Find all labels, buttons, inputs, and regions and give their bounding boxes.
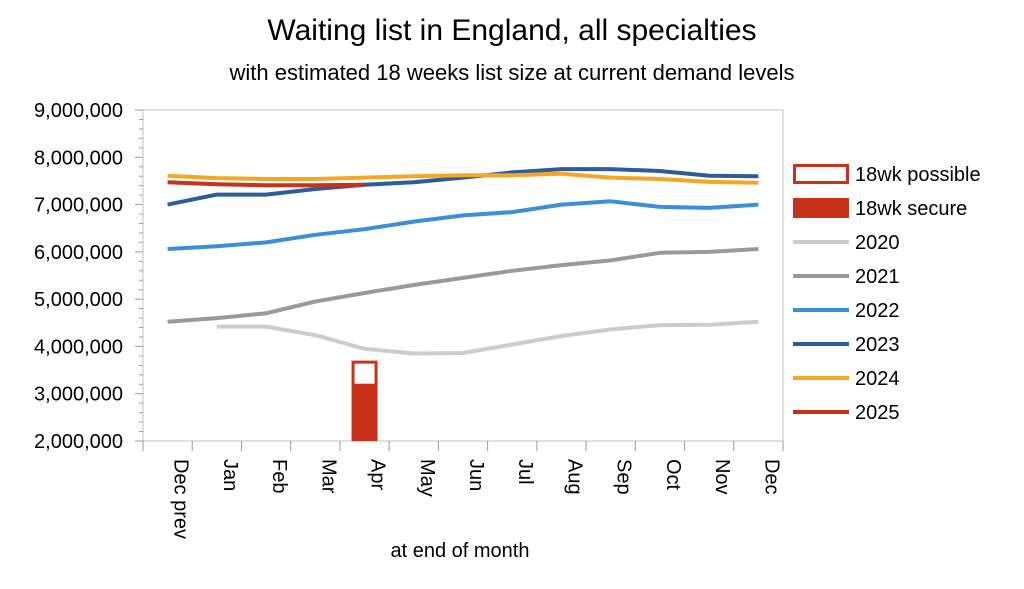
series-line-2022 [167, 199, 759, 251]
legend-label: 18wk possible [855, 164, 981, 186]
x-tick-label: Jul [514, 459, 536, 485]
y-tick-label: 7,000,000 [34, 195, 123, 217]
chart-axes: 2,000,000 3,000,000 4,000,000 5,000,000 6,00… [34, 100, 784, 539]
chart-subtitle: with estimated 18 weeks list size at cur… [229, 60, 795, 85]
series-line-2023 [167, 167, 759, 207]
y-tick-label: 8,000,000 [34, 147, 123, 169]
x-tick-label: Nov [711, 459, 733, 495]
legend-swatch-18wk-possible [793, 164, 849, 184]
series-line-2020 [216, 319, 759, 356]
y-tick-label: 6,000,000 [34, 242, 123, 264]
legend-label: 2023 [855, 334, 900, 356]
x-tick-label: May [416, 459, 438, 497]
x-tick-label: Jun [465, 459, 487, 491]
bar-18wk-possible [351, 360, 378, 387]
x-tick-label: Feb [268, 459, 290, 493]
legend-label: 2025 [855, 402, 900, 424]
plot-frame [142, 109, 784, 442]
y-tick-label: 9,000,000 [34, 100, 123, 122]
x-tick-label: Apr [367, 459, 389, 490]
y-tick-label: 4,000,000 [34, 336, 123, 358]
bar-group [351, 360, 378, 441]
x-axis-label: at end of month [391, 540, 530, 562]
x-tick-label: Sep [613, 459, 635, 495]
legend-swatch-18wk-secure [793, 198, 849, 218]
series-lines [167, 167, 759, 356]
legend-label: 2021 [855, 266, 900, 288]
y-tick-label: 2,000,000 [34, 431, 123, 453]
legend-label: 2020 [855, 232, 900, 254]
bar-18wk-secure [351, 385, 378, 441]
legend-label: 2024 [855, 368, 900, 390]
chart-title: Waiting list in England, all specialties [267, 14, 757, 47]
x-tick-label: Dec [760, 459, 782, 495]
x-tick-label: Aug [563, 459, 585, 495]
x-tick-label: Oct [662, 459, 684, 491]
series-line-2024 [167, 171, 759, 185]
y-tick-label: 5,000,000 [34, 289, 123, 311]
legend: 18wk possible 18wk secure 2020 2021 2022 2023… [793, 164, 981, 424]
x-tick-label: Mar [317, 459, 339, 494]
y-tick-label: 3,000,000 [34, 384, 123, 406]
series-line-2021 [167, 247, 759, 324]
x-tick-label: Dec prev [170, 459, 192, 539]
legend-label: 18wk secure [855, 198, 967, 220]
legend-label: 2022 [855, 300, 900, 322]
x-tick-label: Jan [219, 459, 241, 491]
series-line-2025 [167, 180, 365, 188]
